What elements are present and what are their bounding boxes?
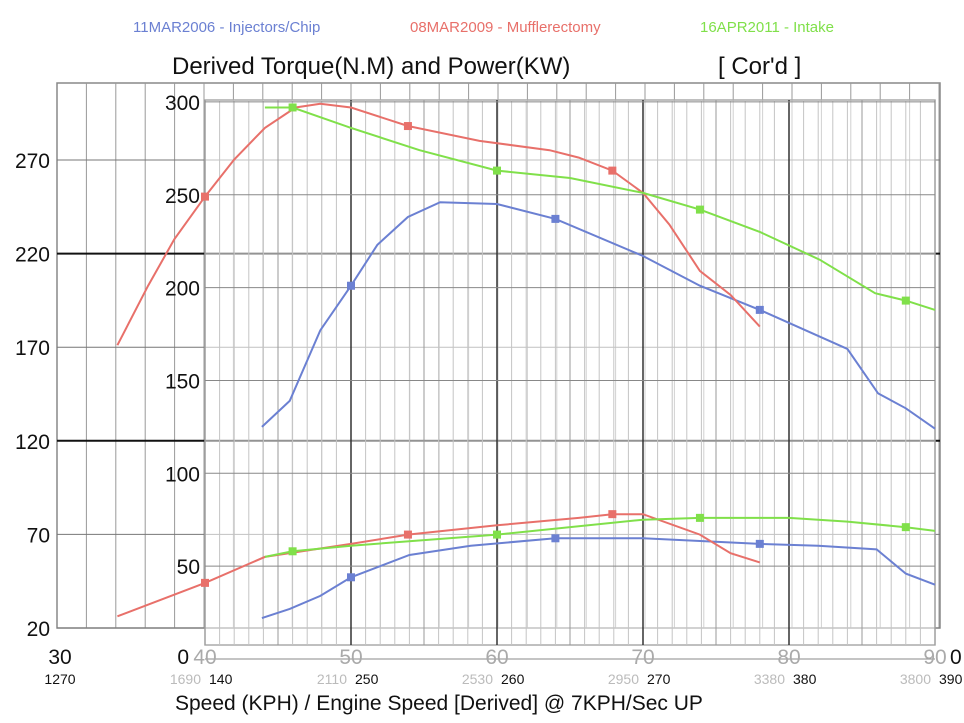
torque-marker — [901, 296, 910, 305]
power-marker — [755, 539, 764, 548]
torque-marker — [288, 103, 297, 112]
rpm-tick-label: 1690 — [170, 671, 201, 687]
chart-title: Derived Torque(N.M) and Power(KW) — [172, 53, 570, 80]
power-line — [264, 516, 936, 558]
back-x-tick-label: 0 — [950, 646, 962, 669]
rpm-tick-label: 2950 — [608, 671, 639, 687]
torque-marker — [695, 205, 704, 214]
x-tick-label: 60 — [485, 646, 508, 669]
torque-line — [264, 106, 936, 311]
back-y-tick-label: 220 — [15, 244, 50, 267]
overlay-x-tick-label: 140 — [209, 671, 233, 687]
rpm-tick-label: 3380 — [754, 671, 785, 687]
series-layer — [116, 102, 936, 620]
torque-marker — [493, 166, 501, 175]
x-tick-label: 80 — [777, 646, 800, 669]
overlay-x-tick-label: 390 — [939, 671, 963, 687]
y-tick-label: 50 — [177, 556, 200, 579]
rpm-tick-label: 3800 — [900, 671, 931, 687]
power-marker — [551, 534, 560, 543]
x-tick-label: 90 — [923, 646, 946, 669]
power-marker — [901, 523, 910, 532]
rpm-tick-label: 2110 — [317, 671, 347, 687]
power-marker — [347, 573, 355, 582]
overlay-x-tick-label: 380 — [793, 671, 817, 687]
y-tick-label: 150 — [165, 370, 200, 393]
torque-marker — [201, 192, 209, 201]
torque-marker — [347, 281, 355, 290]
power-line — [117, 513, 761, 618]
power-marker — [288, 547, 297, 556]
back-x-tick-label: 30 — [48, 646, 71, 669]
power-marker — [695, 513, 704, 522]
torque-marker — [403, 122, 412, 131]
back-y-tick-label: 20 — [27, 618, 50, 641]
rpm-tick-label: 2530 — [462, 671, 493, 687]
overlay-x-tick-label: 260 — [501, 671, 525, 687]
y-tick-label: 250 — [165, 185, 200, 208]
legend-entry-2011: 16APR2011 - Intake — [700, 19, 834, 36]
back-y-tick-label: 170 — [15, 337, 50, 360]
chart-title-suffix: [ Cor'd ] — [718, 53, 801, 80]
torque-marker — [755, 305, 764, 314]
y-tick-label: 200 — [165, 278, 200, 301]
torque-marker — [608, 166, 617, 175]
y-tick-label: 100 — [165, 463, 200, 486]
legend-entry-2006: 11MAR2006 - Injectors/Chip — [133, 19, 320, 36]
power-marker — [608, 510, 617, 519]
power-marker — [403, 530, 412, 539]
torque-marker — [551, 214, 560, 223]
torque-line — [261, 201, 936, 430]
x-axis-label: Speed (KPH) / Engine Speed [Derived] @ 7… — [175, 692, 703, 715]
overlay-x-tick-label: 250 — [355, 671, 379, 687]
x-tick-label: 40 — [193, 646, 216, 669]
back-y-tick-label: 120 — [15, 431, 50, 454]
back-y-tick-label: 270 — [15, 150, 50, 173]
power-marker — [201, 578, 209, 587]
front-grid — [204, 99, 936, 660]
x-tick-label: 50 — [339, 646, 362, 669]
back-x-tick-label: 0 — [177, 646, 189, 669]
y-tick-label: 300 — [165, 92, 200, 115]
rpm-tick-label: 1270 — [44, 671, 75, 687]
power-marker — [493, 530, 501, 539]
x-tick-label: 70 — [631, 646, 654, 669]
legend-entry-2009: 08MAR2009 - Mufflerectomy — [410, 19, 601, 36]
overlay-x-tick-label: 270 — [647, 671, 671, 687]
back-y-tick-label: 70 — [27, 524, 50, 547]
